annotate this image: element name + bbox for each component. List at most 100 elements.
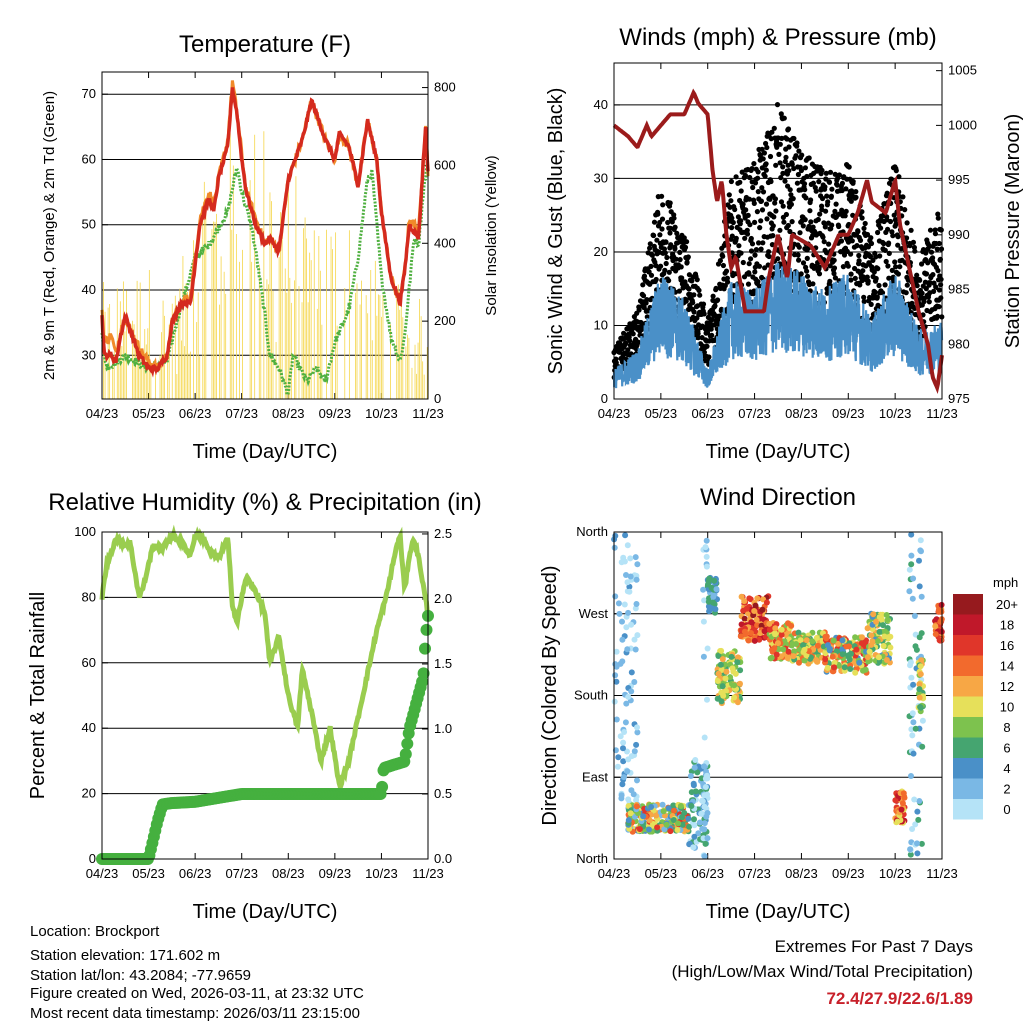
- chart-title: Relative Humidity (%) & Precipitation (i…: [48, 489, 481, 516]
- gust-point: [662, 250, 668, 256]
- wind-direction-point: [670, 802, 677, 809]
- gust-point: [720, 253, 726, 259]
- legend-label: 12: [1000, 679, 1014, 694]
- wind-direction-point: [864, 625, 871, 632]
- y-right-tick-label: 1005: [948, 63, 977, 78]
- gust-point: [732, 206, 738, 213]
- gust-point: [834, 182, 840, 188]
- gust-point: [747, 222, 753, 228]
- wind-direction-point: [704, 835, 711, 842]
- wind-direction-point: [813, 657, 820, 663]
- gust-point: [694, 277, 700, 283]
- wind-direction-point: [661, 826, 668, 833]
- gust-point: [804, 268, 810, 274]
- gust-point: [686, 286, 692, 292]
- gust-point: [778, 175, 784, 181]
- x-tick-label: 09/23: [832, 866, 865, 881]
- gust-point: [704, 343, 710, 349]
- gust-point: [923, 250, 929, 256]
- wind-direction-point: [835, 640, 841, 647]
- legend-title: mph: [993, 575, 1018, 590]
- wind-direction-point: [627, 810, 634, 817]
- wind-direction-point: [803, 637, 810, 644]
- x-tick-label: 11/23: [412, 406, 444, 421]
- wind-direction-point: [719, 656, 726, 663]
- gust-point: [640, 282, 646, 288]
- gust-point: [794, 180, 801, 186]
- wind-direction-point: [795, 629, 802, 636]
- y-axis-right-label: Solar Insolation (Yellow): [483, 155, 500, 315]
- legend-swatch: [953, 799, 983, 820]
- wind-direction-point: [911, 796, 918, 803]
- wind-direction-point: [912, 821, 919, 828]
- y-axis-right-label: Station Pressure (Maroon): [1002, 114, 1024, 349]
- wind-direction-point: [859, 634, 865, 641]
- gust-point: [843, 208, 849, 214]
- y-tick-label: 100: [74, 524, 96, 539]
- wind-direction-point: [906, 566, 913, 573]
- wind-direction-point: [722, 675, 729, 682]
- gust-point: [896, 174, 902, 180]
- wind-direction-point: [625, 817, 632, 824]
- wind-direction-point: [831, 659, 838, 666]
- y-tick-label: 20: [82, 786, 96, 801]
- wind-direction-point: [665, 805, 672, 812]
- x-tick-label: 07/23: [225, 406, 258, 421]
- wind-direction-point: [910, 750, 917, 757]
- gust-point: [651, 232, 657, 239]
- gust-point: [893, 264, 899, 270]
- gust-point: [768, 178, 774, 185]
- x-axis-label: Time (Day/UTC): [706, 901, 851, 923]
- wind-direction-point: [917, 547, 924, 554]
- gust-point: [923, 271, 930, 277]
- gust-point: [879, 290, 886, 296]
- y-right-tick-label: 2.5: [434, 526, 452, 541]
- gust-point: [770, 223, 776, 229]
- wind-direction-point: [916, 694, 923, 701]
- wind-direction-point: [631, 748, 638, 755]
- wind-direction-point: [932, 631, 939, 638]
- x-tick-label: 07/23: [738, 406, 771, 421]
- speed-legend: mph 20+ 18 16 14 12 10 8 6 4 2 0: [953, 575, 1018, 820]
- wind-direction-point: [831, 664, 838, 671]
- gust-point: [751, 200, 757, 206]
- legend-label: 20+: [996, 597, 1018, 612]
- gust-point: [893, 221, 899, 227]
- gust-point: [782, 158, 788, 165]
- wind-direction-point: [868, 632, 875, 639]
- gust-point: [760, 189, 767, 195]
- gust-point: [783, 211, 790, 218]
- wind-direction-point: [633, 741, 640, 748]
- gust-point: [821, 220, 827, 226]
- wind-direction-point: [626, 588, 633, 595]
- gust-point: [786, 168, 792, 174]
- wind-direction-point: [703, 553, 710, 560]
- wind-direction-point: [796, 659, 802, 666]
- gust-point: [895, 271, 902, 277]
- gust-point: [663, 239, 669, 245]
- gust-point: [893, 168, 899, 174]
- wind-direction-point: [737, 667, 744, 674]
- gust-point: [750, 184, 756, 191]
- gust-point: [689, 278, 695, 284]
- y-right-tick-label: 1000: [948, 117, 977, 132]
- rainfall-point: [401, 737, 414, 750]
- wind-direction-point: [752, 602, 759, 609]
- wind-direction-point: [613, 678, 620, 685]
- gust-point: [654, 237, 660, 243]
- wind-direction-point: [909, 710, 916, 717]
- gust-point: [769, 129, 775, 135]
- gust-point: [767, 153, 774, 160]
- gust-point: [658, 263, 664, 269]
- gust-point: [726, 192, 732, 198]
- gust-point: [641, 273, 648, 279]
- x-tick-label: 04/23: [86, 866, 119, 881]
- y-right-tick-label: 0: [434, 391, 441, 406]
- wind-direction-point: [625, 693, 632, 700]
- wind-direction-point: [784, 655, 791, 662]
- wind-direction-point: [653, 812, 660, 819]
- gust-point: [655, 211, 661, 217]
- gust-point: [742, 235, 748, 241]
- gust-point: [771, 214, 777, 220]
- gust-point: [677, 249, 683, 255]
